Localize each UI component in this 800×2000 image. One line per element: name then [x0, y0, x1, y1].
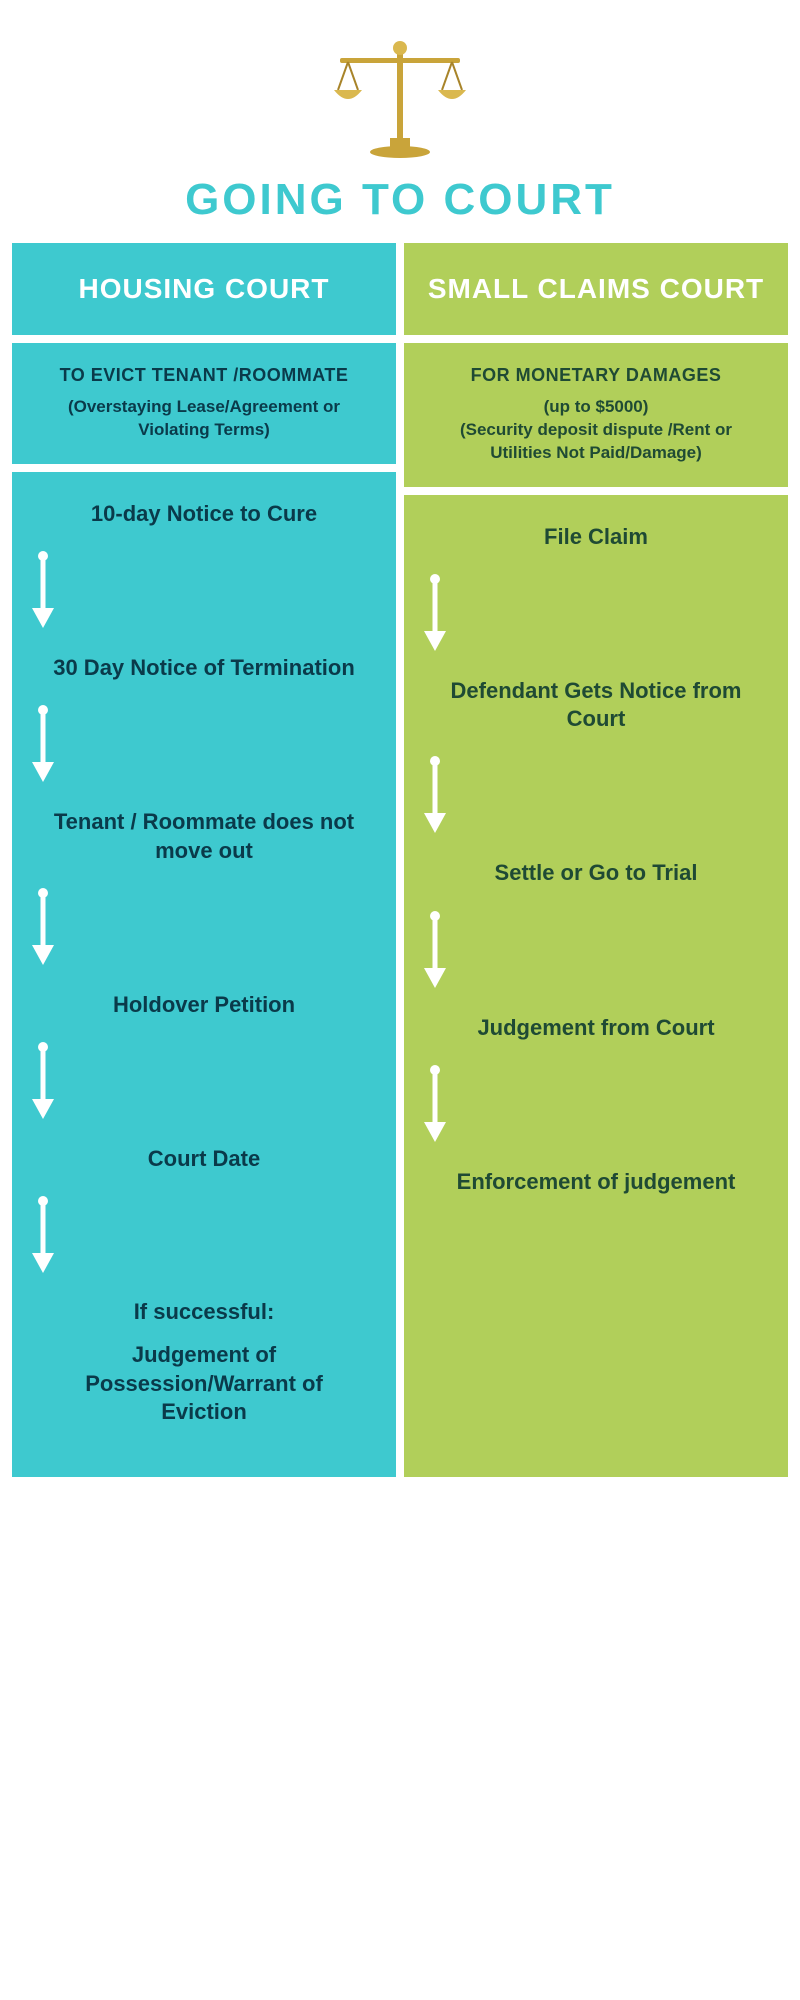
- left-sub-title: TO EVICT TENANT /ROOMMATE: [40, 365, 368, 386]
- flow-step: Holdover Petition: [32, 991, 376, 1019]
- arrow-down-icon: [424, 755, 768, 833]
- arrow-down-icon: [424, 910, 768, 988]
- right-sub-title: FOR MONETARY DAMAGES: [432, 365, 760, 386]
- flow-step: Court Date: [32, 1145, 376, 1173]
- left-body: 10-day Notice to Cure 30 Day Notice of Te…: [12, 472, 396, 1477]
- icon-section: [0, 0, 800, 175]
- right-sub-desc: (up to $5000)(Security deposit dispute /…: [432, 396, 760, 465]
- left-column: HOUSING COURT TO EVICT TENANT /ROOMMATE …: [12, 243, 396, 1477]
- right-body: File Claim Defendant Gets Notice from Cou…: [404, 495, 788, 1477]
- flow-step: Settle or Go to Trial: [424, 859, 768, 887]
- left-header: HOUSING COURT: [12, 243, 396, 335]
- left-subheader: TO EVICT TENANT /ROOMMATE (Overstaying L…: [12, 343, 396, 464]
- right-column: SMALL CLAIMS COURT FOR MONETARY DAMAGES …: [404, 243, 788, 1477]
- scales-of-justice-icon: [320, 30, 480, 160]
- arrow-down-icon: [32, 550, 376, 628]
- left-sub-desc: (Overstaying Lease/Agreement or Violatin…: [40, 396, 368, 442]
- final-text: Judgement of Possession/Warrant of Evict…: [32, 1341, 376, 1427]
- left-steps: 10-day Notice to Cure 30 Day Notice of Te…: [32, 500, 376, 1427]
- arrow-down-icon: [424, 573, 768, 651]
- right-header: SMALL CLAIMS COURT: [404, 243, 788, 335]
- flow-step: Enforcement of judgement: [424, 1168, 768, 1196]
- right-steps: File Claim Defendant Gets Notice from Cou…: [424, 523, 768, 1196]
- arrow-down-icon: [424, 1064, 768, 1142]
- arrow-down-icon: [32, 1195, 376, 1273]
- flow-step: 30 Day Notice of Termination: [32, 654, 376, 682]
- gap: [404, 487, 788, 495]
- arrow-down-icon: [32, 887, 376, 965]
- flow-step: File Claim: [424, 523, 768, 551]
- gap: [12, 335, 396, 343]
- flow-step: Judgement from Court: [424, 1014, 768, 1042]
- columns-wrapper: HOUSING COURT TO EVICT TENANT /ROOMMATE …: [0, 243, 800, 1477]
- main-title: GOING TO COURT: [0, 175, 800, 225]
- flow-step: 10-day Notice to Cure: [32, 500, 376, 528]
- flow-step: Defendant Gets Notice from Court: [424, 677, 768, 733]
- arrow-down-icon: [32, 1041, 376, 1119]
- arrow-down-icon: [32, 704, 376, 782]
- final-label: If successful:: [32, 1299, 376, 1325]
- gap: [12, 464, 396, 472]
- right-subheader: FOR MONETARY DAMAGES (up to $5000)(Secur…: [404, 343, 788, 487]
- flow-step: Tenant / Roommate does not move out: [32, 808, 376, 864]
- gap: [404, 335, 788, 343]
- infographic-container: GOING TO COURT HOUSING COURT TO EVICT TE…: [0, 0, 800, 1477]
